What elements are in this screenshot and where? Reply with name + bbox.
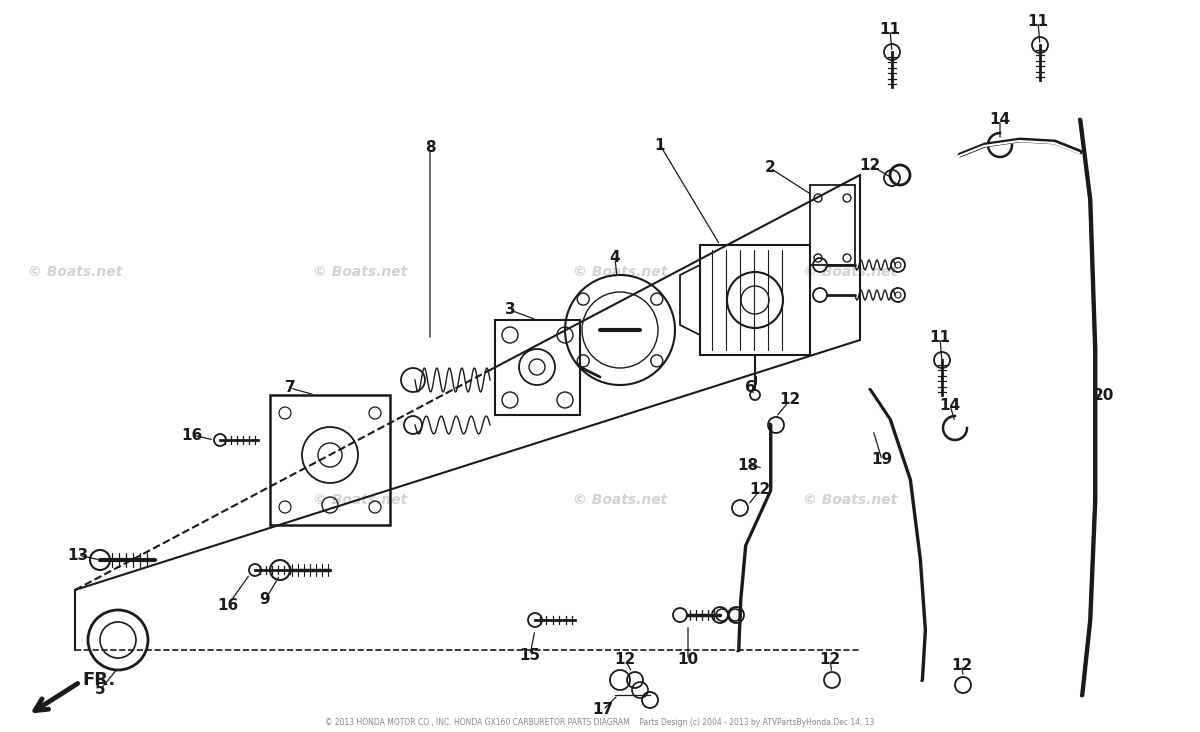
Text: © Boats.net: © Boats.net: [313, 265, 407, 279]
Text: © Boats.net: © Boats.net: [803, 493, 898, 507]
Text: 10: 10: [678, 652, 698, 668]
Text: 11: 11: [1027, 15, 1049, 29]
Text: 18: 18: [738, 458, 758, 472]
Text: 17: 17: [593, 703, 613, 717]
Text: 15: 15: [520, 648, 540, 662]
Text: 7: 7: [284, 381, 295, 395]
Text: 13: 13: [67, 548, 89, 562]
Text: 3: 3: [505, 302, 515, 318]
Text: 11: 11: [880, 23, 900, 37]
Text: 8: 8: [425, 141, 436, 155]
Text: 12: 12: [614, 652, 636, 668]
Text: FR.: FR.: [82, 671, 115, 689]
Text: 14: 14: [990, 113, 1010, 127]
Text: 14: 14: [940, 397, 960, 413]
Text: 16: 16: [181, 427, 203, 443]
Text: 20: 20: [1092, 387, 1114, 403]
Text: 19: 19: [871, 452, 893, 468]
Text: © Boats.net: © Boats.net: [572, 265, 667, 279]
Text: © Boats.net: © Boats.net: [572, 493, 667, 507]
Text: 5: 5: [95, 682, 106, 698]
Text: 9: 9: [259, 592, 270, 608]
Bar: [270, 395, 390, 525]
Text: © Boats.net: © Boats.net: [313, 493, 407, 507]
Text: 2: 2: [764, 160, 775, 176]
Text: 4: 4: [610, 250, 620, 266]
Text: © 2013 HONDA MOTOR CO., INC. HONDA GX160 CARBURETOR PARTS DIAGRAM    Parts Desig: © 2013 HONDA MOTOR CO., INC. HONDA GX160…: [325, 718, 875, 727]
Text: 12: 12: [859, 157, 881, 173]
Text: 12: 12: [820, 652, 841, 668]
Text: 11: 11: [930, 331, 950, 346]
Text: 12: 12: [779, 392, 800, 408]
Text: 6: 6: [745, 381, 755, 395]
Text: © Boats.net: © Boats.net: [803, 265, 898, 279]
Text: 12: 12: [749, 482, 770, 498]
Text: 12: 12: [952, 657, 973, 673]
Text: 16: 16: [217, 597, 239, 613]
Bar: [810, 185, 854, 265]
Text: 1: 1: [655, 138, 665, 152]
Bar: [700, 245, 810, 355]
Bar: [496, 320, 580, 415]
Text: © Boats.net: © Boats.net: [28, 265, 122, 279]
